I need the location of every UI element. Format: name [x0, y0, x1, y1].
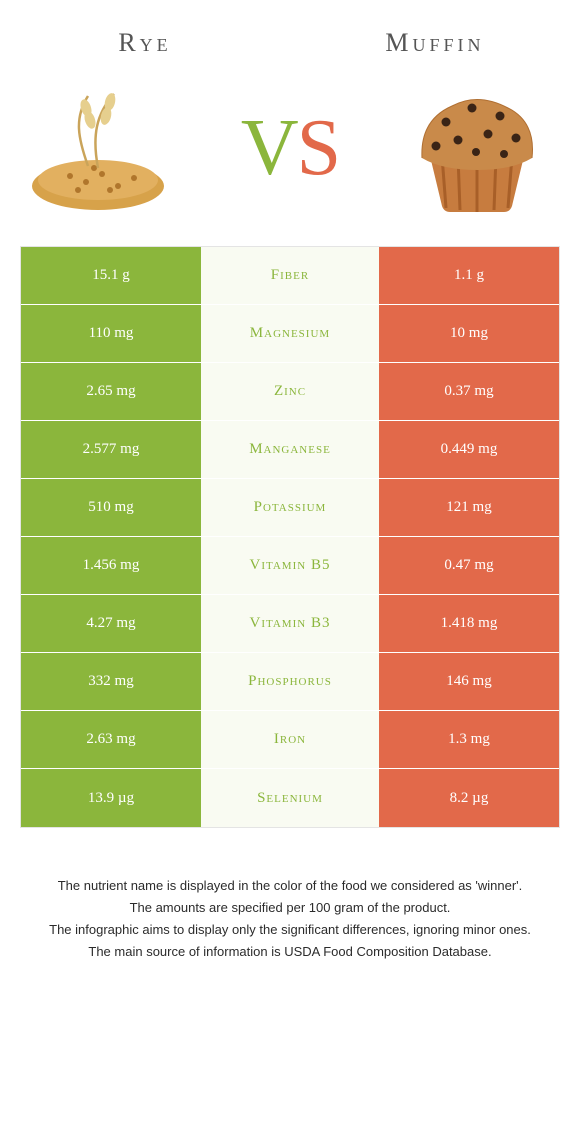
left-value: 510 mg — [21, 479, 201, 536]
footnotes: The nutrient name is displayed in the co… — [30, 876, 550, 965]
muffin-image — [392, 78, 562, 218]
left-value: 4.27 mg — [21, 595, 201, 652]
footnote-line: The infographic aims to display only the… — [30, 920, 550, 940]
right-food-title: Muffin — [290, 28, 580, 58]
nutrient-name: Vitamin B5 — [201, 537, 379, 594]
nutrient-name: Manganese — [201, 421, 379, 478]
titles-row: Rye Muffin — [0, 28, 580, 58]
right-value: 121 mg — [379, 479, 559, 536]
nutrient-name: Vitamin B3 — [201, 595, 379, 652]
footnote-line: The amounts are specified per 100 gram o… — [30, 898, 550, 918]
left-value: 332 mg — [21, 653, 201, 710]
left-food-title: Rye — [0, 28, 290, 58]
right-value: 146 mg — [379, 653, 559, 710]
table-row: 2.63 mgIron1.3 mg — [21, 711, 559, 769]
table-row: 1.456 mgVitamin B50.47 mg — [21, 537, 559, 595]
nutrient-name: Phosphorus — [201, 653, 379, 710]
nutrient-name: Potassium — [201, 479, 379, 536]
table-row: 110 mgMagnesium10 mg — [21, 305, 559, 363]
left-value: 2.65 mg — [21, 363, 201, 420]
footnote-line: The nutrient name is displayed in the co… — [30, 876, 550, 896]
rye-image — [18, 78, 188, 218]
left-value: 110 mg — [21, 305, 201, 362]
left-value: 15.1 g — [21, 247, 201, 304]
right-value: 1.418 mg — [379, 595, 559, 652]
table-row: 13.9 µgSelenium8.2 µg — [21, 769, 559, 827]
comparison-table: 15.1 gFiber1.1 g110 mgMagnesium10 mg2.65… — [20, 246, 560, 828]
right-value: 0.37 mg — [379, 363, 559, 420]
nutrient-name: Iron — [201, 711, 379, 768]
vs-v: V — [241, 104, 297, 192]
footnote-line: The main source of information is USDA F… — [30, 942, 550, 962]
right-value: 10 mg — [379, 305, 559, 362]
nutrient-name: Magnesium — [201, 305, 379, 362]
vs-s: S — [297, 104, 340, 192]
nutrient-name: Selenium — [201, 769, 379, 827]
nutrient-name: Fiber — [201, 247, 379, 304]
left-value: 2.577 mg — [21, 421, 201, 478]
vs-label: VS — [241, 108, 339, 188]
right-value: 0.47 mg — [379, 537, 559, 594]
table-row: 2.65 mgZinc0.37 mg — [21, 363, 559, 421]
table-row: 4.27 mgVitamin B31.418 mg — [21, 595, 559, 653]
table-row: 15.1 gFiber1.1 g — [21, 247, 559, 305]
table-row: 332 mgPhosphorus146 mg — [21, 653, 559, 711]
table-row: 510 mgPotassium121 mg — [21, 479, 559, 537]
left-value: 2.63 mg — [21, 711, 201, 768]
left-value: 13.9 µg — [21, 769, 201, 827]
hero-row: VS — [0, 68, 580, 246]
right-value: 1.1 g — [379, 247, 559, 304]
table-row: 2.577 mgManganese0.449 mg — [21, 421, 559, 479]
right-value: 1.3 mg — [379, 711, 559, 768]
nutrient-name: Zinc — [201, 363, 379, 420]
left-value: 1.456 mg — [21, 537, 201, 594]
right-value: 8.2 µg — [379, 769, 559, 827]
right-value: 0.449 mg — [379, 421, 559, 478]
